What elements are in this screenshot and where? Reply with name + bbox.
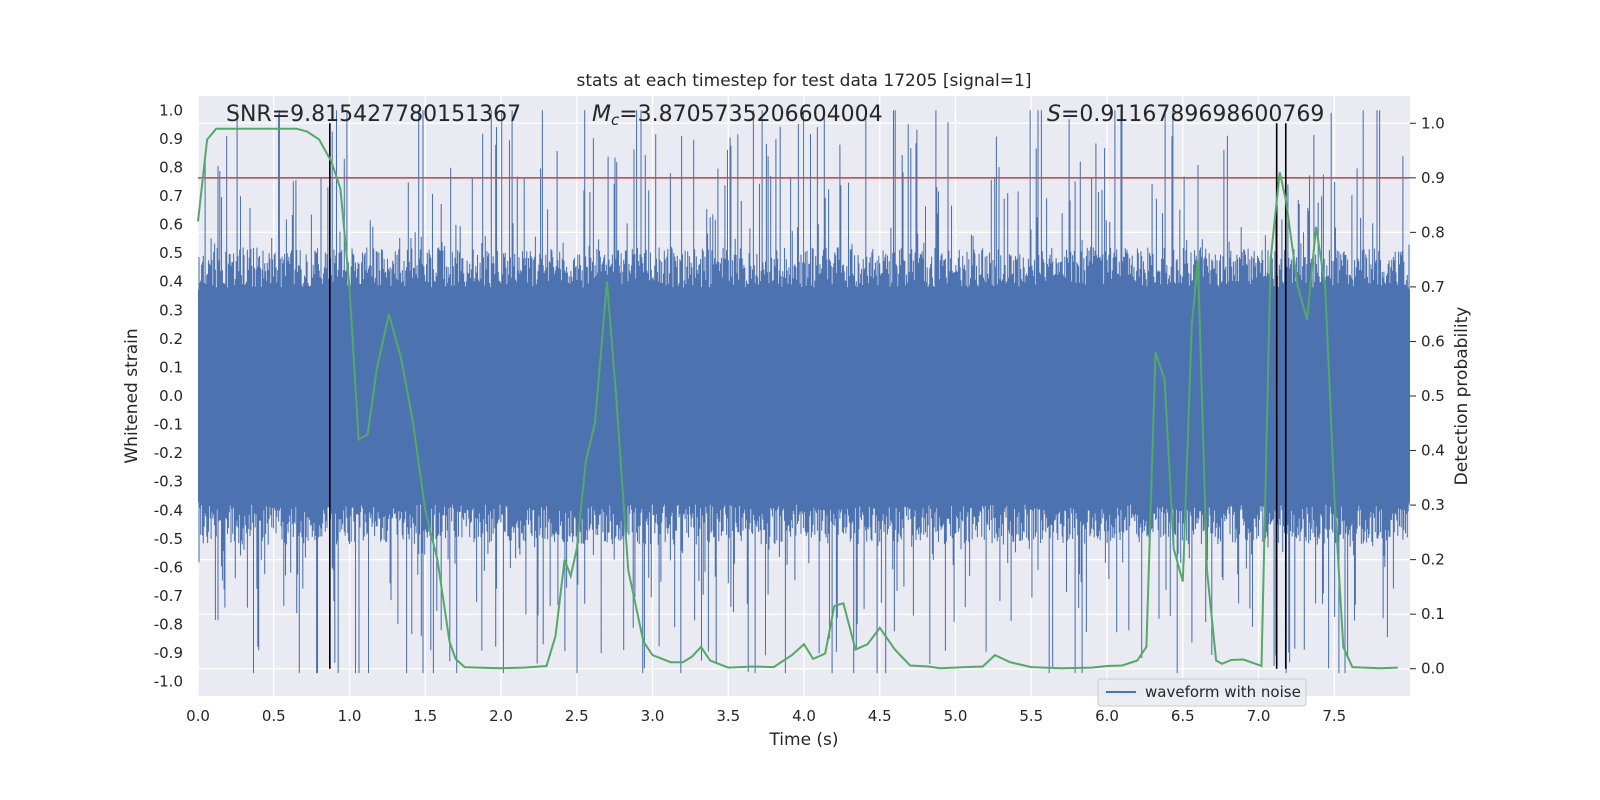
y-right-tick-label: 0.1 (1421, 605, 1445, 623)
y-right-tick-label: 0.3 (1421, 496, 1445, 514)
y-left-tick-label: -0.6 (154, 558, 183, 576)
x-tick-labels: 0.0 0.5 1.0 1.5 2.0 2.5 3.0 3.5 4.0 4.5 5.0 5.5 6.0 6… (186, 707, 1346, 725)
waveform-trace (198, 110, 1410, 674)
y-left-tick-label: -0.4 (154, 501, 183, 519)
waveform-series (198, 110, 1410, 674)
mc-value: =3.8705735206604004 (619, 102, 882, 127)
x-tick-label: 7.5 (1322, 707, 1346, 725)
x-tick-label: 0.0 (186, 707, 210, 725)
y-left-tick-label: -1.0 (154, 673, 183, 691)
y-left-tick-label: 0.0 (159, 387, 183, 405)
chirp-mass-annotation: Mc=3.8705735206604004 (592, 102, 883, 129)
y-left-tick-label: 0.2 (159, 330, 183, 348)
s-annotation: S=0.9116789698600769 (1047, 102, 1324, 127)
chart-title: stats at each timestep for test data 172… (577, 71, 1032, 91)
y-left-tick-label: -0.3 (154, 473, 183, 491)
y-right-tick-label: 0.7 (1421, 278, 1445, 296)
y-right-tick-label: 0.0 (1421, 660, 1445, 678)
y-right-tick-label: 0.9 (1421, 169, 1445, 187)
mc-symbol: M (592, 102, 611, 127)
s-symbol: S (1047, 102, 1061, 127)
y-left-tick-label: -0.1 (154, 416, 183, 434)
y-right-tick-label: 1.0 (1421, 114, 1445, 132)
y-left-tick-label: -0.2 (154, 444, 183, 462)
legend-label: waveform with noise (1145, 683, 1301, 701)
y-left-tick-label: 0.5 (159, 244, 183, 262)
vertical-markers (329, 123, 1287, 669)
y-left-tick-label: 0.9 (159, 130, 183, 148)
snr-annotation: SNR=9.815427780151367 (226, 102, 521, 127)
x-tick-label: 2.5 (565, 707, 589, 725)
y-left-tick-labels: 1.0 0.9 0.8 0.7 0.6 0.5 0.4 0.3 0.2 0.1 0.0 -0.1 -0.… (154, 101, 183, 690)
x-tick-label: 1.5 (413, 707, 437, 725)
legend: waveform with noise (1097, 678, 1307, 707)
mc-subscript: c (611, 111, 620, 129)
x-tick-label: 3.5 (716, 707, 740, 725)
y-right-axis-label: Detection probability (1452, 307, 1472, 486)
y-left-tick-label: 0.4 (159, 273, 183, 291)
legend-box (1097, 678, 1307, 707)
y-left-tick-label: 1.0 (159, 101, 183, 119)
x-tick-label: 0.5 (262, 707, 286, 725)
y-left-tick-label: -0.8 (154, 616, 183, 634)
y-left-axis-label: Whitened strain (122, 328, 142, 463)
x-tick-label: 6.5 (1171, 707, 1195, 725)
y-left-tick-label: 0.6 (159, 216, 183, 234)
x-tick-label: 5.0 (944, 707, 968, 725)
x-tick-label: 3.0 (641, 707, 665, 725)
y-right-tick-label: 0.8 (1421, 223, 1445, 241)
y-left-tick-label: 0.3 (159, 301, 183, 319)
y-right-tick-label: 0.5 (1421, 387, 1445, 405)
y-right-tick-label: 0.2 (1421, 551, 1445, 569)
x-tick-label: 1.0 (338, 707, 362, 725)
x-axis-label: Time (s) (768, 730, 838, 750)
y-left-tick-label: 0.1 (159, 358, 183, 376)
x-tick-label: 6.0 (1095, 707, 1119, 725)
x-tick-label: 5.5 (1019, 707, 1043, 725)
x-tick-label: 4.5 (868, 707, 892, 725)
x-tick-label: 2.0 (489, 707, 513, 725)
y-right-tick-label: 0.6 (1421, 332, 1445, 350)
x-tick-label: 7.0 (1247, 707, 1271, 725)
detection-probability-line (197, 127, 1398, 670)
y-left-tick-label: -0.5 (154, 530, 183, 548)
y-left-tick-label: -0.7 (154, 587, 183, 605)
y-right-tick-label: 0.4 (1421, 442, 1445, 460)
y-left-tick-label: -0.9 (154, 644, 183, 662)
y-right-tick-labels: 1.0 0.9 0.8 0.7 0.6 0.5 0.4 0.3 0.2 0.1 0.0 (1410, 114, 1445, 678)
y-left-tick-label: 0.8 (159, 158, 183, 176)
s-value: =0.9116789698600769 (1061, 102, 1324, 127)
y-left-tick-label: 0.7 (159, 187, 183, 205)
x-tick-label: 4.0 (792, 707, 816, 725)
